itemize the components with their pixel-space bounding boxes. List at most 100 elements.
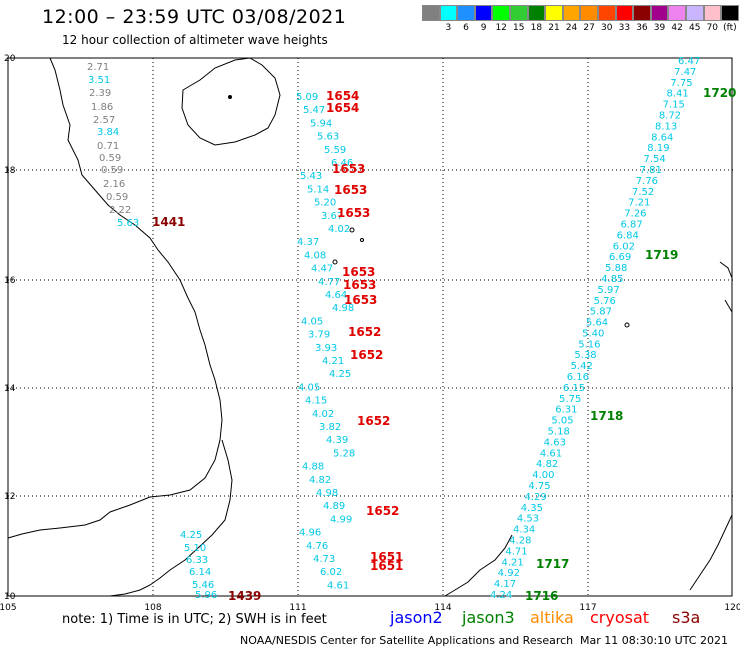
- page-subtitle: 12 hour collection of altimeter wave hei…: [62, 33, 328, 47]
- wave-value-cyan: 5.94: [310, 118, 332, 129]
- wave-value-cyan: 4.24: [490, 590, 512, 601]
- wave-value-cyan: 7.54: [643, 154, 665, 165]
- legend-label: 70: [706, 23, 719, 33]
- wave-value-cyan: 3.79: [308, 330, 330, 341]
- track-time-label: 1717: [536, 557, 569, 571]
- coastline-vietnam: [7, 57, 223, 539]
- wave-value-cyan: 4.85: [601, 274, 623, 285]
- island-paracel-3: [360, 238, 364, 242]
- wave-value-cyan: 3.84: [97, 127, 119, 138]
- wave-value-cyan: 3.51: [88, 75, 110, 86]
- track-time-label: 1651: [370, 559, 403, 573]
- wave-value-cyan: 5.63: [317, 132, 339, 143]
- wave-value-cyan: 5.42: [571, 361, 593, 372]
- track-time-label: 1654: [326, 89, 359, 103]
- legend-label: 9: [480, 23, 487, 33]
- wave-value-cyan: 4.98: [332, 303, 354, 314]
- lon-tick-label: 114: [434, 603, 451, 613]
- legend-swatch: [422, 5, 440, 21]
- lat-tick-label: 18: [4, 166, 16, 176]
- wave-value-cyan: 6.15: [563, 383, 585, 394]
- wave-value-cyan: 6.02: [613, 241, 635, 252]
- wave-value-cyan: 5.43: [300, 171, 322, 182]
- wave-value-cyan: 6.87: [620, 219, 642, 230]
- wave-value-cyan: 5.40: [582, 328, 604, 339]
- legend-swatch: [509, 5, 528, 21]
- wave-value-cyan: 5.46: [192, 580, 214, 591]
- wave-value-cyan: 5.76: [594, 296, 616, 307]
- legend-swatch: [597, 5, 616, 21]
- legend-label: 42: [671, 23, 683, 33]
- axis-tick-labels: 105 108 111 114 117 120 20 18 16 14 12 10: [0, 54, 740, 613]
- track-time-label: 1439: [228, 589, 261, 603]
- map-frame: [7, 57, 733, 597]
- satellite-label-jason2: jason2: [390, 608, 443, 627]
- legend-label: 30: [601, 23, 613, 33]
- legend-label: 45: [688, 23, 701, 33]
- wave-value-cyan: 4.61: [327, 580, 349, 591]
- wave-value-cyan: 4.77: [318, 277, 340, 288]
- satellite-label-s3a: s3a: [672, 608, 701, 627]
- coastline-philippines-north: [719, 261, 733, 313]
- wave-value-cyan: 8.64: [651, 132, 673, 143]
- legend-swatch: [439, 5, 458, 21]
- wave-value-cyan: 3.93: [315, 343, 337, 354]
- lat-tick-label: 12: [4, 492, 15, 502]
- wave-value-cyan: 5.09: [296, 92, 318, 103]
- wave-value-cyan: 4.96: [299, 528, 321, 539]
- wave-value-cyan: 7.21: [628, 198, 650, 209]
- wave-value-cyan: 4.21: [322, 356, 344, 367]
- satellite-label-jason3: jason3: [462, 608, 515, 627]
- wave-value-cyan: 5.64: [586, 318, 608, 329]
- wave-value-cyan: 7.75: [670, 78, 692, 89]
- lat-tick-label: 16: [4, 276, 16, 286]
- legend-swatch: [457, 5, 475, 21]
- wave-height-tracks: 2.712.391.862.570.710.590.592.160.592.22…: [87, 56, 736, 603]
- coastline-palawan: [689, 514, 733, 591]
- lon-tick-label: 111: [289, 603, 306, 613]
- wave-value-cyan: 4.89: [323, 501, 345, 512]
- wave-value-cyan: 4.47: [311, 264, 333, 275]
- wave-value-cyan: 4.15: [305, 396, 327, 407]
- lon-tick-label: 108: [144, 603, 161, 613]
- lon-tick-label: 105: [0, 603, 17, 613]
- wave-value-cyan: 5.59: [324, 145, 346, 156]
- wave-value-gray: 0.59: [106, 192, 128, 203]
- wave-value-cyan: 5.18: [548, 427, 570, 438]
- legend-swatch: [615, 5, 634, 21]
- legend-swatch: [633, 5, 651, 21]
- legend-swatch: [721, 5, 739, 21]
- wave-value-cyan: 8.72: [659, 110, 681, 121]
- island-paracel-2: [349, 227, 355, 233]
- track-time-label: 1653: [337, 206, 370, 220]
- wave-value-cyan: 7.81: [640, 165, 662, 176]
- wave-value-cyan: 5.28: [333, 448, 355, 459]
- page-title: 12:00 – 23:59 UTC 03/08/2021: [42, 6, 347, 28]
- color-legend-labels: 3 6 9 12 15 18 21 24 27 30 33 36 39 42 45 70 (ft): [422, 23, 739, 33]
- track-time-label: 1653: [344, 293, 377, 307]
- wave-value-gray: 0.71: [97, 141, 119, 152]
- track-time-label: 1653: [332, 162, 365, 176]
- legend-label: 27: [583, 23, 595, 33]
- island-hainan-dot: [228, 95, 232, 99]
- lat-tick-label: 14: [4, 384, 16, 394]
- legend-label: 21: [548, 23, 560, 33]
- wave-value-cyan: 6.84: [617, 230, 639, 241]
- legend-label: 36: [636, 23, 648, 33]
- wave-value-cyan: 4.05: [298, 382, 320, 393]
- legend-swatch: [527, 5, 546, 21]
- legend-label: 12: [495, 23, 507, 33]
- wave-value-cyan: 6.33: [186, 555, 208, 566]
- wave-value-cyan: 6.47: [678, 56, 700, 67]
- wave-value-cyan: 8.13: [655, 121, 677, 132]
- legend-label: (ft): [723, 23, 737, 33]
- track-time-label: 1719: [645, 248, 678, 262]
- track-time-label: 1716: [525, 589, 558, 603]
- wave-value-cyan: 5.38: [574, 350, 596, 361]
- legend-label: 18: [530, 23, 543, 33]
- wave-value-cyan: 5.14: [307, 184, 329, 195]
- wave-value-cyan: 4.64: [325, 290, 347, 301]
- track-time-label: 1653: [342, 265, 375, 279]
